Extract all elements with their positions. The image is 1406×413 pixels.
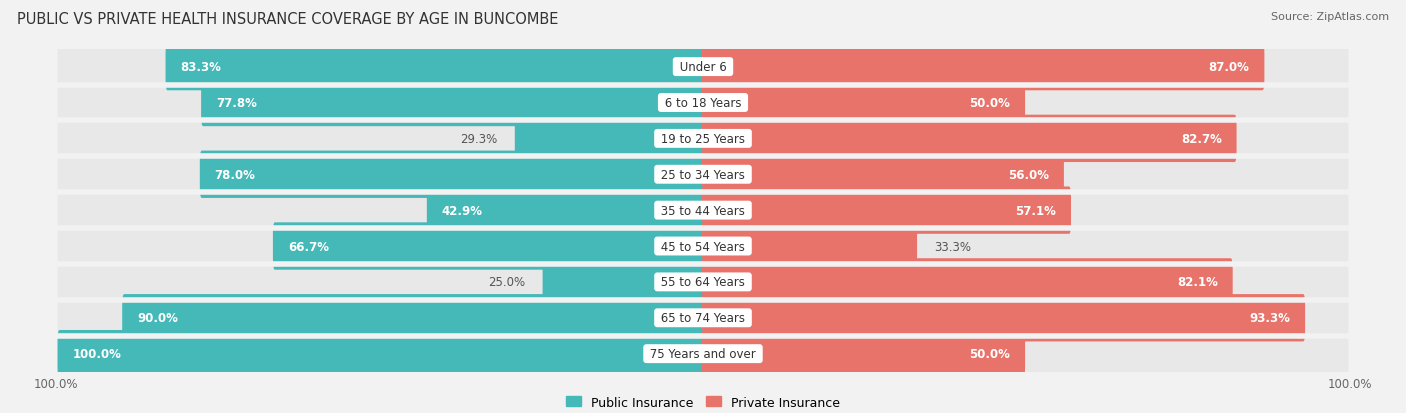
FancyBboxPatch shape [702, 223, 917, 270]
FancyBboxPatch shape [702, 187, 1348, 234]
FancyBboxPatch shape [702, 151, 1348, 199]
Text: 87.0%: 87.0% [1209, 61, 1250, 74]
FancyBboxPatch shape [58, 80, 704, 127]
Text: 82.1%: 82.1% [1177, 276, 1218, 289]
Text: 100.0%: 100.0% [73, 347, 121, 360]
Text: 50.0%: 50.0% [969, 347, 1010, 360]
FancyBboxPatch shape [166, 44, 704, 91]
FancyBboxPatch shape [702, 115, 1237, 163]
Text: 19 to 25 Years: 19 to 25 Years [657, 133, 749, 145]
FancyBboxPatch shape [122, 294, 704, 342]
Text: 50.0%: 50.0% [969, 97, 1010, 110]
Text: 66.7%: 66.7% [288, 240, 329, 253]
FancyBboxPatch shape [702, 223, 1348, 270]
Text: 77.8%: 77.8% [217, 97, 257, 110]
FancyBboxPatch shape [702, 294, 1305, 342]
FancyBboxPatch shape [702, 151, 1064, 199]
Text: 55 to 64 Years: 55 to 64 Years [657, 276, 749, 289]
Text: PUBLIC VS PRIVATE HEALTH INSURANCE COVERAGE BY AGE IN BUNCOMBE: PUBLIC VS PRIVATE HEALTH INSURANCE COVER… [17, 12, 558, 27]
FancyBboxPatch shape [58, 294, 704, 342]
FancyBboxPatch shape [58, 330, 704, 377]
FancyBboxPatch shape [702, 294, 1348, 342]
FancyBboxPatch shape [58, 223, 704, 270]
FancyBboxPatch shape [702, 330, 1025, 377]
Text: 45 to 54 Years: 45 to 54 Years [657, 240, 749, 253]
FancyBboxPatch shape [702, 259, 1348, 306]
Text: 82.7%: 82.7% [1181, 133, 1222, 145]
FancyBboxPatch shape [58, 330, 704, 377]
Legend: Public Insurance, Private Insurance: Public Insurance, Private Insurance [561, 391, 845, 413]
FancyBboxPatch shape [201, 80, 704, 127]
FancyBboxPatch shape [58, 151, 704, 199]
FancyBboxPatch shape [58, 115, 704, 163]
Text: 25 to 34 Years: 25 to 34 Years [657, 169, 749, 181]
FancyBboxPatch shape [543, 259, 704, 306]
Text: 29.3%: 29.3% [460, 133, 498, 145]
FancyBboxPatch shape [427, 187, 704, 234]
Text: 42.9%: 42.9% [441, 204, 482, 217]
Text: 75 Years and over: 75 Years and over [647, 347, 759, 360]
FancyBboxPatch shape [200, 151, 704, 199]
Text: 33.3%: 33.3% [935, 240, 972, 253]
FancyBboxPatch shape [515, 115, 704, 163]
Text: Source: ZipAtlas.com: Source: ZipAtlas.com [1271, 12, 1389, 22]
Text: 56.0%: 56.0% [1008, 169, 1049, 181]
FancyBboxPatch shape [702, 44, 1348, 91]
Text: 57.1%: 57.1% [1015, 204, 1056, 217]
FancyBboxPatch shape [702, 187, 1071, 234]
Text: 65 to 74 Years: 65 to 74 Years [657, 311, 749, 325]
FancyBboxPatch shape [702, 80, 1025, 127]
FancyBboxPatch shape [58, 44, 704, 91]
Text: Under 6: Under 6 [676, 61, 730, 74]
FancyBboxPatch shape [702, 80, 1348, 127]
FancyBboxPatch shape [58, 259, 704, 306]
Text: 93.3%: 93.3% [1250, 311, 1291, 325]
Text: 35 to 44 Years: 35 to 44 Years [657, 204, 749, 217]
Text: 25.0%: 25.0% [488, 276, 526, 289]
Text: 78.0%: 78.0% [215, 169, 256, 181]
FancyBboxPatch shape [702, 44, 1264, 91]
FancyBboxPatch shape [58, 187, 704, 234]
FancyBboxPatch shape [702, 259, 1233, 306]
FancyBboxPatch shape [702, 115, 1348, 163]
Text: 90.0%: 90.0% [138, 311, 179, 325]
FancyBboxPatch shape [273, 223, 704, 270]
FancyBboxPatch shape [702, 330, 1348, 377]
Text: 6 to 18 Years: 6 to 18 Years [661, 97, 745, 110]
Text: 83.3%: 83.3% [180, 61, 221, 74]
